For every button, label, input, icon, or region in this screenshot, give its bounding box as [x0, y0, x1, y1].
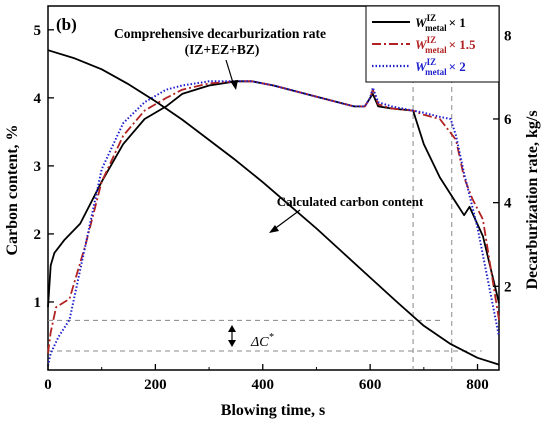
panel-label: (b): [56, 15, 77, 34]
series-layer: [47, 49, 500, 367]
rate-annotation-arrowhead: [230, 80, 238, 90]
y-left-tick-label-3: 4: [34, 91, 42, 107]
legend-label-0: WIZ metal × 1: [415, 13, 466, 33]
reference-lines: [48, 6, 482, 370]
y-right-tick-label-1: 4: [504, 196, 512, 212]
ticks-layer: 0 200 400 600 800 1 2 3 4 5 2 4 6 8: [34, 23, 513, 393]
rate-annotation-line1: Comprehensive decarburization rate: [114, 26, 326, 41]
y-left-tick-label-4: 5: [34, 23, 42, 39]
series-line-1: [47, 80, 500, 354]
y-left-tick-label-1: 2: [34, 227, 42, 243]
y-left-axis-label: Carbon content, %: [4, 124, 21, 255]
x-tick-label-2: 400: [252, 377, 275, 393]
legend-box: [365, 5, 500, 83]
x-tick-label-0: 0: [44, 377, 52, 393]
x-tick-label-3: 600: [359, 377, 382, 393]
delta-c-marker: [228, 325, 236, 347]
x-tick-label-4: 800: [466, 377, 489, 393]
series-line-2: [47, 80, 500, 367]
delta-c-label: ΔC*: [250, 332, 274, 350]
series-line-0: [47, 80, 500, 308]
y-left-tick-label-2: 3: [34, 159, 42, 175]
carbon-annotation: Calculated carbon content: [277, 194, 424, 209]
carbon-annotation-arrowhead: [269, 225, 279, 233]
series-line-3: [47, 49, 500, 366]
x-axis-label: Blowing time, s: [221, 402, 325, 419]
x-tick-label-1: 200: [144, 377, 167, 393]
rate-annotation-line2: (IZ+EZ+BZ): [185, 42, 260, 57]
carbon-annotation-arrow: [272, 209, 301, 231]
plot-frame: [47, 5, 500, 371]
y-left-tick-label-0: 1: [34, 295, 42, 311]
legend-label-1: WIZ metal × 1.5: [415, 35, 476, 55]
y-right-tick-label-0: 2: [504, 279, 512, 295]
y-right-tick-label-2: 6: [504, 112, 512, 128]
y-right-tick-label-3: 8: [504, 28, 512, 44]
y-right-axis-label: Decarburization rate, kg/s: [524, 110, 541, 289]
legend-label-2: WIZ metal × 2: [415, 57, 466, 77]
